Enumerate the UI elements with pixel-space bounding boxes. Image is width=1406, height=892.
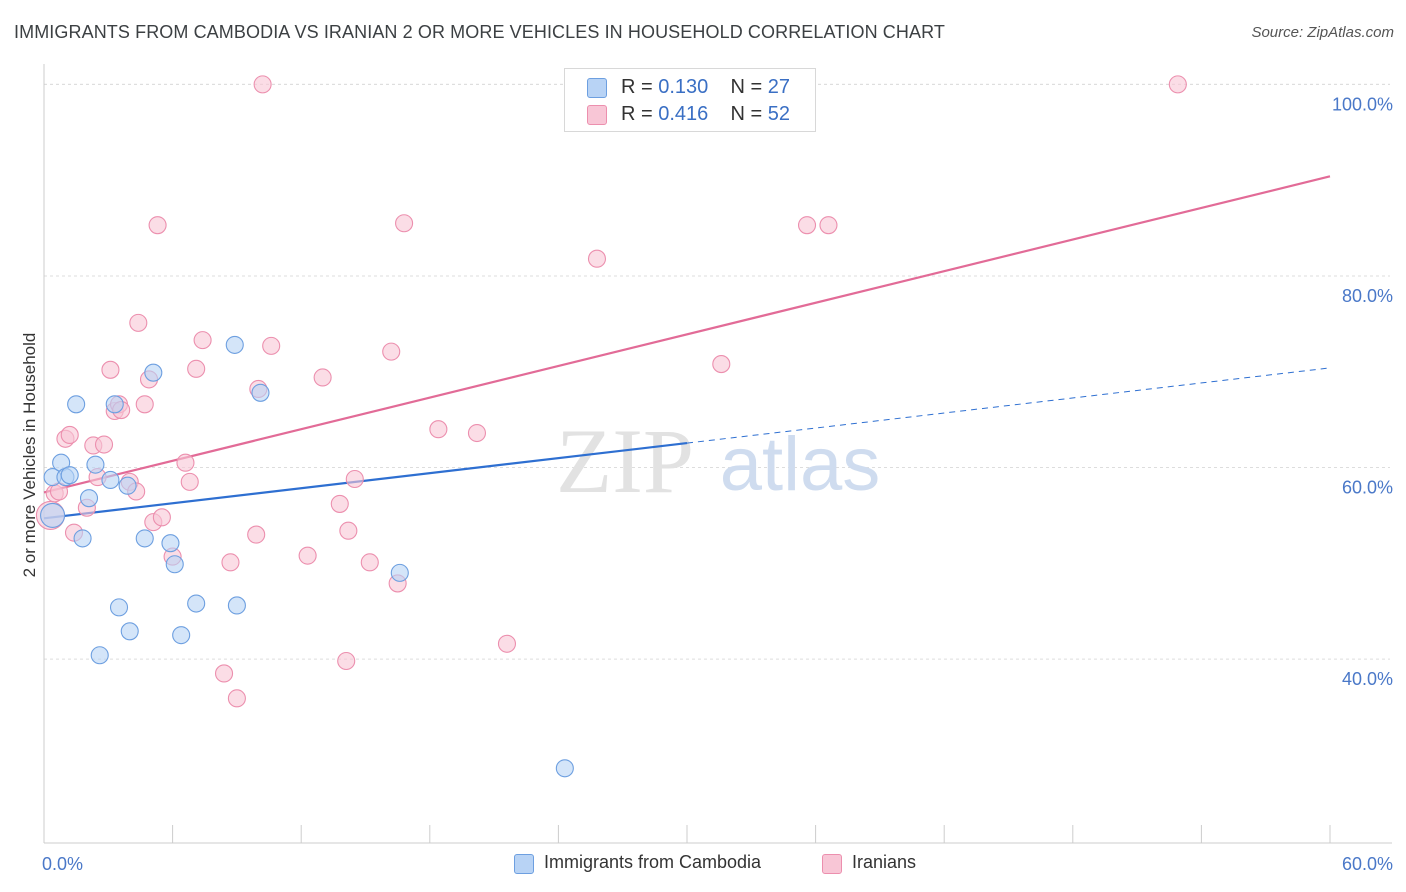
point-cambodia [120,622,139,641]
legend-n-label: N = [730,103,763,125]
axes-layer [43,64,1392,844]
y-tick-label: 40.0% [1342,669,1393,689]
source-credit: Source: ZipAtlas.com [1251,24,1394,41]
point-iranians [227,689,246,708]
point-cambodia [67,395,86,414]
point-iranians [214,664,234,683]
tick-labels: 40.0% 60.0% 80.0% 100.0% 0.0% 60.0% [42,94,1393,874]
correlation-legend: R = 0.130 N = 27 R = 0.416 N = 52 [564,68,816,132]
trend-layer [43,175,1331,520]
point-cambodia [172,626,191,645]
point-iranians [712,355,731,374]
point-iranians [339,521,358,540]
point-iranians [345,469,364,489]
point-cambodia [165,555,184,574]
point-cambodia [73,529,92,548]
legend-n-label: N = [730,76,763,98]
point-iranians [360,553,379,572]
watermark-zip: ZIP [556,410,694,512]
point-iranians [148,216,167,235]
point-iranians [180,472,199,491]
point-iranians [176,453,195,472]
point-cambodia [40,502,66,528]
point-iranians [467,423,487,443]
point-cambodia [135,529,154,548]
point-cambodia [555,759,574,778]
point-cambodia [251,383,270,402]
point-cambodia [86,455,105,474]
legend-n-value-cambodia: 27 [767,76,791,98]
point-iranians [313,368,332,387]
point-cambodia [161,534,180,553]
point-iranians [330,494,349,513]
point-iranians [337,651,356,671]
legend-swatch-cambodia [587,78,607,98]
watermark: ZIP atlas [556,410,880,512]
point-cambodia [109,598,129,617]
legend-r-value-cambodia: 0.130 [658,76,709,98]
point-iranians [60,425,79,444]
point-iranians [129,313,148,332]
legend-r-value-iranians: 0.416 [658,103,709,125]
y-tick-label: 100.0% [1332,94,1393,114]
legend-r-label: R = [621,103,653,125]
y-tick-label: 60.0% [1342,478,1393,498]
point-iranians [193,331,212,350]
point-cambodia [90,646,109,665]
point-cambodia [227,596,246,615]
point-iranians [101,360,120,379]
trend-line-cambodia [43,441,688,520]
point-iranians [382,342,401,361]
point-iranians [298,546,317,565]
legend-n-value-iranians: 52 [767,103,791,125]
point-iranians [395,214,414,233]
point-cambodia [225,335,244,354]
y-tick-label: 80.0% [1342,286,1393,306]
point-cambodia [101,470,120,490]
point-cambodia [390,563,409,582]
point-iranians [152,508,171,527]
point-iranians [587,249,607,268]
point-iranians [429,420,448,439]
point-cambodia [187,594,206,613]
series-name-cambodia: Immigrants from Cambodia [544,852,762,872]
watermark-atlas: atlas [720,422,881,507]
legend-r-label: R = [621,76,653,98]
series-name-iranians: Iranians [852,852,917,872]
point-cambodia [60,466,79,485]
point-iranians [819,216,838,235]
points-layer [35,75,1187,778]
point-iranians [247,525,266,544]
point-iranians [253,75,272,94]
point-iranians [1168,75,1187,94]
point-iranians [221,553,240,572]
point-iranians [262,336,281,355]
series-legend: Immigrants from Cambodia Iranians [0,852,1406,878]
x-tick-label: 60.0% [1342,854,1393,874]
point-cambodia [79,489,99,508]
trend-line-cambodia-extension [686,367,1331,444]
x-tick-label: 0.0% [42,854,83,874]
point-iranians [497,634,517,653]
series-swatch-cambodia [514,854,534,874]
trend-line-iranians [43,175,1331,494]
point-iranians [187,359,206,378]
point-cambodia [105,395,124,414]
legend-swatch-iranians [587,105,607,125]
series-swatch-iranians [822,854,842,874]
chart-title: IMMIGRANTS FROM CAMBODIA VS IRANIAN 2 OR… [14,22,945,42]
point-iranians [135,395,154,414]
point-iranians [94,435,114,454]
point-iranians [797,216,817,235]
point-cambodia [144,363,163,382]
point-cambodia [118,476,137,495]
